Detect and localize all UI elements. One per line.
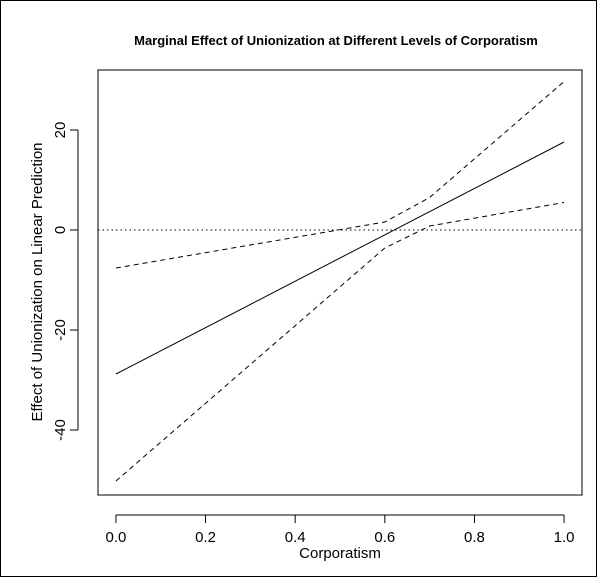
confidence-bound-line-2 — [115, 202, 565, 482]
x-tick-label: 0.0 — [105, 529, 126, 546]
x-axis-label: Corporatism — [299, 545, 381, 562]
y-tick-label: 20 — [52, 122, 69, 139]
y-tick-label: -20 — [52, 319, 69, 341]
x-axis: 0.0 0.2 0.4 0.6 0.8 1.0 — [105, 514, 575, 546]
plot-frame — [97, 69, 583, 496]
x-tick-label: 1.0 — [554, 529, 575, 546]
estimate-line — [115, 141, 565, 375]
x-tick-label: 0.8 — [464, 529, 485, 546]
x-tick-label: 0.6 — [374, 529, 395, 546]
data-series — [115, 81, 565, 482]
chart-title: Marginal Effect of Unionization at Diffe… — [134, 33, 538, 48]
y-axis: -40 -20 0 20 — [52, 122, 79, 441]
x-tick-label: 0.4 — [285, 529, 306, 546]
y-tick-label: 0 — [52, 226, 69, 234]
y-tick-label: -40 — [52, 419, 69, 441]
confidence-bound-line-1 — [115, 81, 565, 269]
x-tick-label: 0.2 — [195, 529, 216, 546]
y-axis-label: Effect of Unionization on Linear Predict… — [29, 142, 46, 421]
